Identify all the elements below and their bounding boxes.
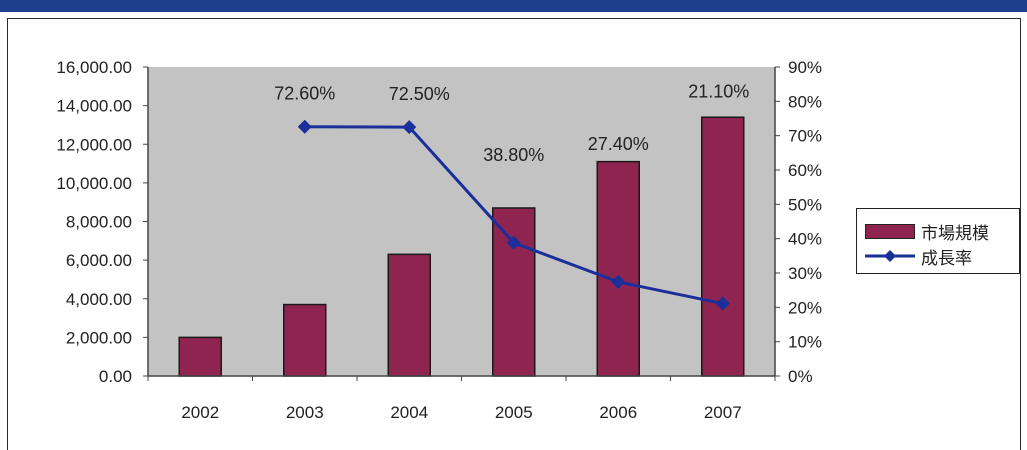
legend-item-line: 成長率 [857,245,1017,268]
y-right-tick-label: 20% [788,298,822,317]
data-label-2005: 38.80% [483,145,544,165]
y-right-tick-label: 60% [788,161,822,180]
legend-diamond-icon [884,250,896,262]
y-right-tick-label: 10% [788,333,822,352]
plot-area [148,67,775,376]
legend-label-bar: 市場規模 [921,223,989,243]
x-tick-label: 2003 [286,403,324,422]
bar-2007 [701,116,745,377]
x-tick-label: 2005 [495,403,533,422]
bar-2002 [178,336,222,377]
chart-frame [7,18,1021,450]
y-left-tick-label: 10,000.00 [56,174,132,193]
data-label-2004: 72.50% [389,84,450,104]
bar-2005 [492,207,536,377]
data-label-2003: 72.60% [274,84,335,104]
legend-label-line: 成長率 [921,248,972,268]
x-tick-label: 2002 [181,403,219,422]
line-point-2003 [297,119,312,134]
x-tick-label: 2007 [704,403,742,422]
x-tick-label: 2004 [390,403,428,422]
y-right-tick-label: 70% [788,127,822,146]
y-left-tick-label: 0.00 [99,367,132,386]
y-left-tick-label: 2,000.00 [66,328,132,347]
header-band [0,0,1027,12]
line-point-2004 [402,120,417,135]
y-left-tick-label: 8,000.00 [66,213,132,232]
y-left-tick-label: 6,000.00 [66,251,132,270]
y-right-tick-label: 50% [788,195,822,214]
legend-swatch-bar [865,223,915,239]
line-point-2006 [611,274,626,289]
data-label-2007: 21.10% [688,82,749,102]
y-left-tick-label: 4,000.00 [66,290,132,309]
y-right-tick-label: 30% [788,264,822,283]
y-right-tick-label: 40% [788,230,822,249]
bar-2003 [283,303,327,377]
x-tick-label: 2006 [599,403,637,422]
y-left-tick-label: 12,000.00 [56,135,132,154]
y-left-tick-label: 14,000.00 [56,97,132,116]
y-right-tick-label: 80% [788,92,822,111]
y-right-tick-label: 0% [788,367,813,386]
line-point-2005 [506,235,521,250]
y-left-tick-label: 16,000.00 [56,58,132,77]
chart-legend: 市場規模 成長率 [856,208,1020,274]
y-right-tick-label: 90% [788,58,822,77]
data-label-2006: 27.40% [588,134,649,154]
legend-item-bar: 市場規模 [857,220,1017,243]
legend-marker-line [865,250,915,262]
line-point-2007 [715,296,730,311]
bar-2006 [596,160,640,377]
bar-2004 [387,253,431,377]
